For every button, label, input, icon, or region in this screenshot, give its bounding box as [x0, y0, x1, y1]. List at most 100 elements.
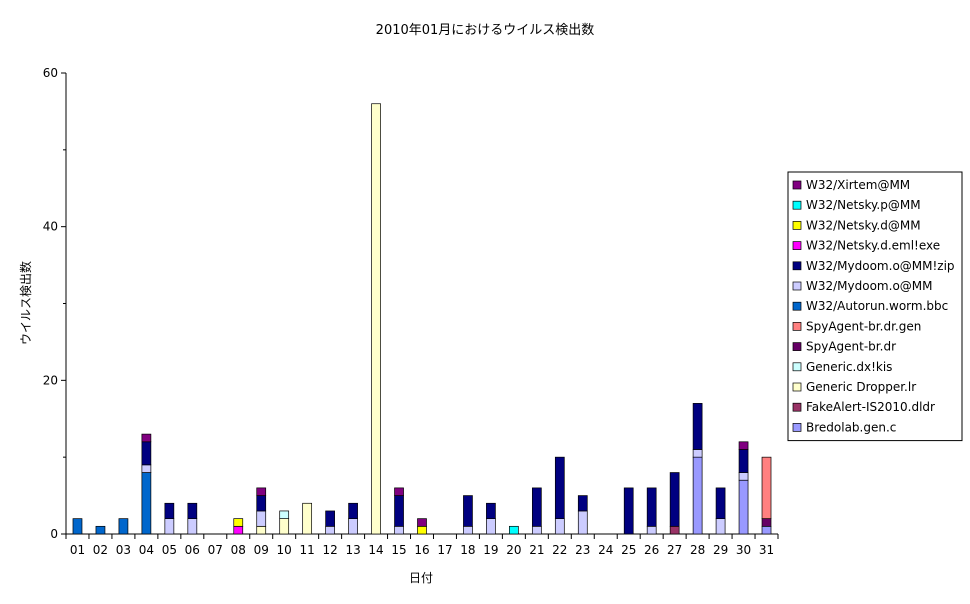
x-tick-label: 09 [254, 543, 269, 557]
x-tick-label: 04 [139, 543, 154, 557]
x-axis-title: 日付 [409, 571, 433, 585]
y-tick-label: 20 [43, 373, 58, 387]
y-tick-label: 40 [43, 220, 58, 234]
bar-segment [72, 518, 83, 535]
x-tick-label: 18 [460, 543, 475, 557]
bar-segment [486, 502, 496, 519]
legend-swatch [792, 241, 802, 250]
bar-segment [141, 464, 152, 473]
legend-label: W32/Xirtem@MM [806, 178, 910, 192]
legend-label: SpyAgent-br.dr [806, 340, 896, 354]
legend-label: Generic.dx!kis [806, 360, 892, 374]
bar-segment [692, 449, 703, 458]
legend-swatch [792, 301, 802, 311]
bar-segment [738, 441, 749, 450]
legend-swatch [792, 402, 802, 412]
x-tick-label: 02 [93, 543, 108, 557]
bar-segment [417, 518, 427, 527]
bar-segment [715, 518, 726, 535]
bar-segment [715, 487, 726, 519]
legend-label: W32/Netsky.d@MM [806, 218, 921, 232]
x-tick-label: 06 [185, 543, 200, 557]
bar-segment [371, 103, 381, 535]
x-tick-label: 30 [736, 543, 751, 557]
x-tick-label: 10 [277, 543, 292, 557]
x-axis: 01 02 03 04 05 06 07 08 09 10 11 12 13 14 15 16 17 18 19 20… [65, 533, 779, 557]
bar-segment [141, 433, 152, 443]
bar-segment [141, 441, 152, 466]
bar-segment [738, 472, 749, 481]
bar-segment [623, 487, 634, 535]
legend-swatch [792, 281, 802, 291]
bar-segment [646, 487, 657, 527]
x-tick-label: 07 [208, 543, 223, 557]
bar-segment [531, 525, 542, 535]
x-tick-label: 28 [690, 543, 705, 557]
chart-title: 2010年01月におけるウイルス検出数 [376, 23, 595, 38]
x-tick-label: 22 [552, 543, 567, 557]
bar-segment [187, 502, 198, 519]
bar-segment [463, 525, 473, 535]
x-tick-label: 27 [667, 543, 682, 557]
bar-segment [95, 525, 106, 535]
bar-segment [486, 518, 496, 535]
bar-segment [256, 487, 267, 496]
y-axis: 0 20 40 60 [43, 66, 67, 541]
legend-label: W32/Netsky.p@MM [806, 198, 921, 212]
legend-swatch [792, 423, 802, 432]
bar-segment [256, 495, 267, 512]
bar-segment [233, 518, 244, 527]
x-tick-label: 08 [231, 543, 246, 557]
legend-swatch [792, 322, 802, 331]
legend-swatch [792, 200, 802, 210]
legend-swatch [792, 180, 802, 190]
bar-segment [233, 525, 244, 535]
legend-label: Bredolab.gen.c [806, 420, 896, 434]
legend-swatch [792, 382, 802, 392]
bar-segment [692, 456, 703, 535]
x-tick-label: 01 [70, 543, 85, 557]
bar-segment [509, 525, 519, 535]
x-tick-label: 14 [368, 543, 383, 557]
legend-label: W32/Autorun.worm.bbc [806, 299, 948, 313]
bar-segment [417, 525, 427, 535]
bar-segment [256, 510, 267, 527]
bar-segment [279, 518, 290, 535]
bar-segment [279, 510, 290, 519]
bar-segment [577, 510, 588, 535]
legend-swatch [792, 261, 802, 271]
x-tick-label: 20 [506, 543, 521, 557]
legend: W32/Xirtem@MM W32/Netsky.p@MM W32/Netsky.d… [787, 171, 963, 442]
x-tick-label: 12 [322, 543, 337, 557]
bar-segment [738, 479, 749, 535]
bar-segment [531, 487, 542, 527]
x-tick-label: 17 [437, 543, 452, 557]
bar-segment [394, 487, 404, 496]
legend-swatch [792, 362, 802, 372]
bar-segment [325, 525, 335, 535]
bar-segment [554, 518, 565, 535]
x-tick-label: 15 [391, 543, 406, 557]
bar-segment [348, 502, 358, 519]
bar-segment [256, 525, 267, 535]
x-tick-label: 11 [300, 543, 315, 557]
bar-segment [164, 502, 175, 519]
bar-segment [348, 518, 358, 535]
x-tick-label: 24 [598, 543, 613, 557]
bar-segment [554, 456, 565, 519]
x-tick-label: 16 [414, 543, 429, 557]
legend-label: FakeAlert-IS2010.dldr [806, 400, 935, 414]
legend-label: W32/Mydoom.o@MM!zip [806, 259, 955, 273]
x-tick-label: 29 [713, 543, 728, 557]
y-axis-title: ウイルス検出数 [18, 261, 33, 345]
bar-segment [761, 456, 772, 519]
bar-segment [164, 518, 175, 535]
bar-segment [463, 495, 473, 527]
x-tick-label: 21 [529, 543, 544, 557]
x-tick-label: 23 [575, 543, 590, 557]
bar-segment [394, 525, 404, 535]
bar-segment [646, 525, 657, 535]
y-tick-label: 60 [43, 66, 58, 80]
y-tick-label: 0 [50, 527, 58, 541]
